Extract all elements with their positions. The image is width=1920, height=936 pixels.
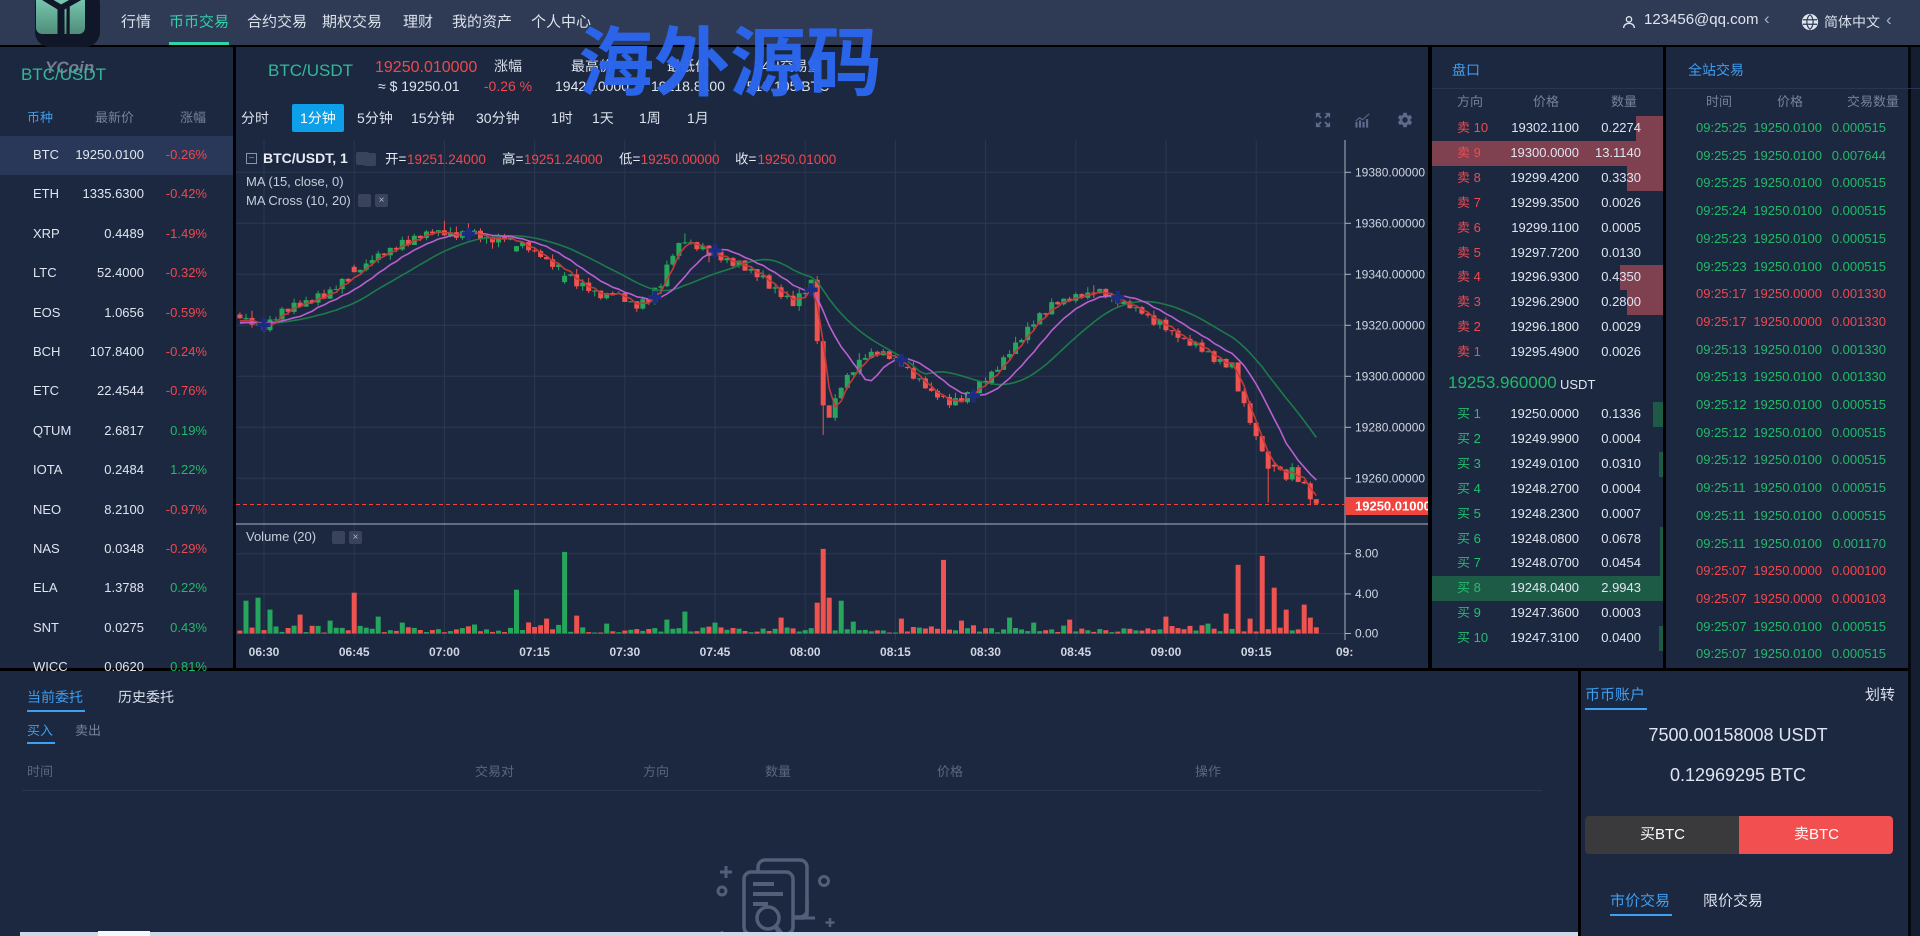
svg-text:08:45: 08:45 (1060, 645, 1091, 659)
svg-text:5: 5 (357, 110, 365, 126)
svg-text:4.00: 4.00 (1355, 587, 1379, 601)
svg-text:19300.00000: 19300.00000 (1355, 369, 1425, 383)
svg-text:07:00: 07:00 (429, 645, 460, 659)
svg-text:0.00: 0.00 (1355, 627, 1379, 641)
svg-text:1: 1 (551, 110, 559, 126)
svg-text:=: = (515, 152, 523, 167)
svg-text:07:15: 07:15 (519, 645, 550, 659)
svg-text:1: 1 (687, 110, 695, 126)
svg-text:4: 4 (1470, 481, 1481, 496)
svg-text:06:45: 06:45 (339, 645, 370, 659)
svg-text:19260.00000: 19260.00000 (1355, 471, 1425, 485)
svg-text:08:00: 08:00 (790, 645, 821, 659)
svg-text:BTC: BTC (1809, 826, 1839, 843)
svg-text:3: 3 (1470, 456, 1481, 471)
svg-text:1: 1 (592, 110, 600, 126)
svg-text:3: 3 (1470, 294, 1481, 309)
svg-text:15: 15 (411, 110, 427, 126)
svg-text:BTC/USDT, 1: BTC/USDT, 1 (263, 150, 348, 166)
svg-text:10: 10 (1470, 120, 1488, 135)
svg-text:06:30: 06:30 (249, 645, 280, 659)
svg-text:BTC: BTC (1655, 826, 1685, 843)
svg-text:1: 1 (1470, 406, 1481, 421)
svg-text:9: 9 (1470, 145, 1481, 160)
svg-text:6: 6 (1470, 220, 1481, 235)
svg-text:=: = (632, 152, 640, 167)
svg-text:09:: 09: (1336, 645, 1353, 659)
svg-text:19250.01000: 19250.01000 (1355, 499, 1428, 514)
svg-text:1: 1 (300, 110, 308, 126)
svg-text:19340.00000: 19340.00000 (1355, 267, 1425, 281)
svg-text:19280.00000: 19280.00000 (1355, 420, 1425, 434)
svg-text:6: 6 (1470, 531, 1481, 546)
svg-text:8.00: 8.00 (1355, 547, 1379, 561)
svg-text:4: 4 (1470, 269, 1481, 284)
svg-text:7: 7 (1470, 555, 1481, 570)
svg-text:08:15: 08:15 (880, 645, 911, 659)
svg-text:09:15: 09:15 (1241, 645, 1272, 659)
svg-text:5: 5 (1470, 506, 1481, 521)
svg-text:1: 1 (639, 110, 647, 126)
svg-text:9: 9 (1470, 605, 1481, 620)
svg-text:8: 8 (1470, 580, 1481, 595)
svg-text:08:30: 08:30 (970, 645, 1001, 659)
svg-text:07:45: 07:45 (700, 645, 731, 659)
svg-text:5: 5 (1470, 245, 1481, 260)
svg-text:7: 7 (1470, 195, 1481, 210)
svg-text:10: 10 (1470, 630, 1488, 645)
svg-text:30: 30 (476, 110, 492, 126)
svg-text:2: 2 (1470, 431, 1481, 446)
svg-text:8: 8 (1470, 170, 1481, 185)
svg-text:09:00: 09:00 (1151, 645, 1182, 659)
svg-text:=: = (749, 152, 757, 167)
svg-text:2: 2 (1470, 319, 1481, 334)
svg-text:=: = (399, 152, 407, 167)
svg-text:07:30: 07:30 (609, 645, 640, 659)
svg-text:19380.00000: 19380.00000 (1355, 165, 1425, 179)
svg-text:19360.00000: 19360.00000 (1355, 216, 1425, 230)
svg-text:1: 1 (1470, 344, 1481, 359)
svg-text:19320.00000: 19320.00000 (1355, 318, 1425, 332)
